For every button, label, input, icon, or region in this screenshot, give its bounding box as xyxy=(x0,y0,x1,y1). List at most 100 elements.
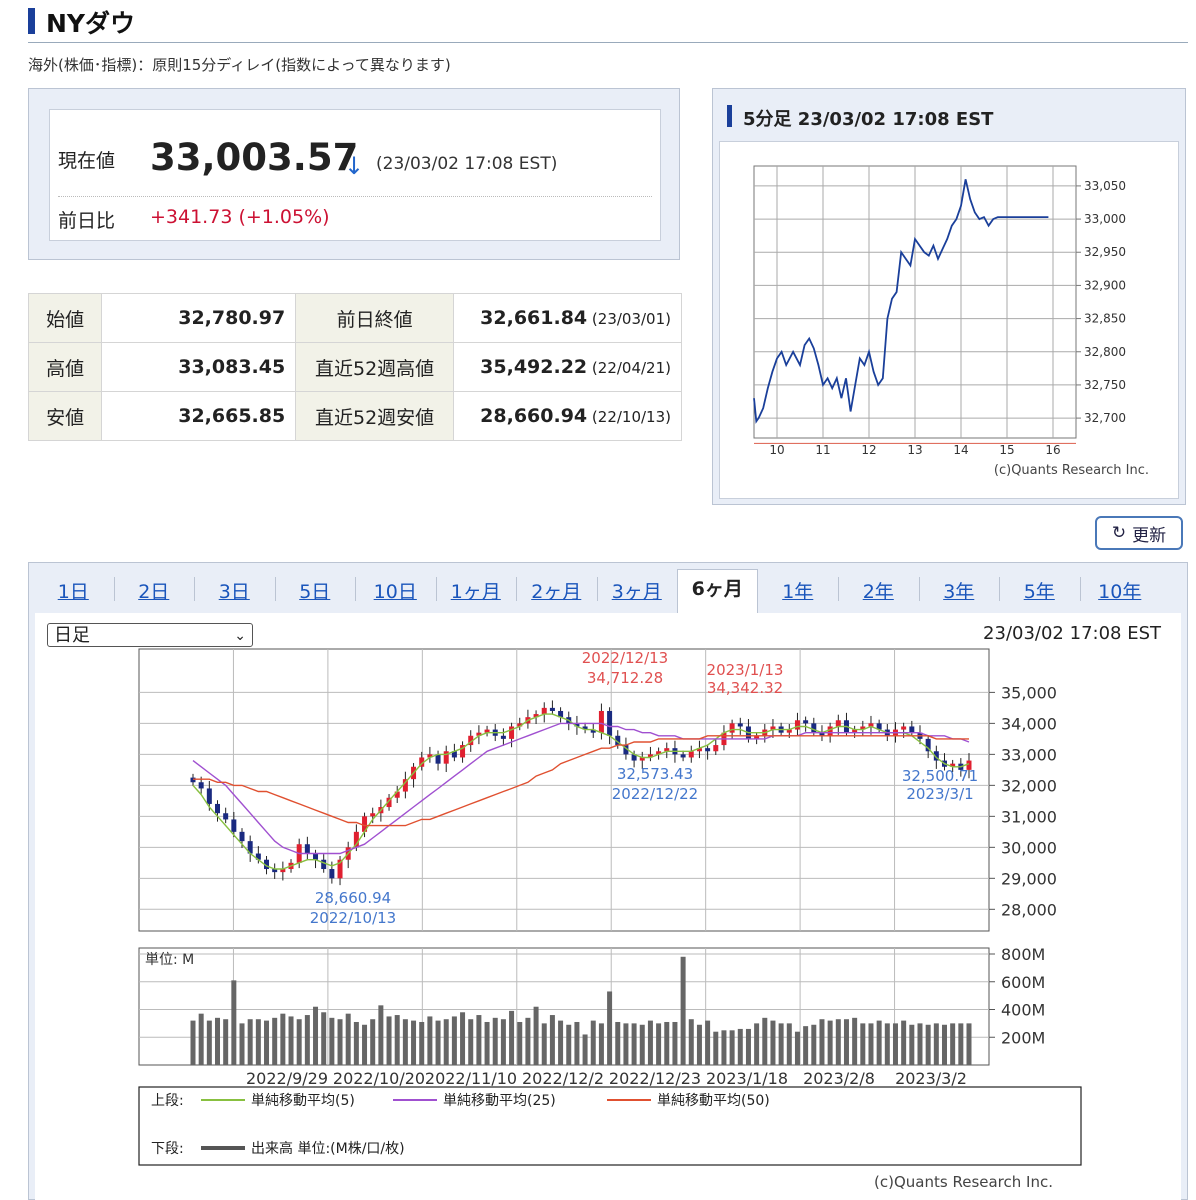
tab-0[interactable]: 1日 xyxy=(57,581,89,603)
tab-separator xyxy=(355,577,356,601)
stats-label: 直近52週安値 xyxy=(295,391,454,441)
tab-5[interactable]: 1ヶ月 xyxy=(450,581,501,603)
volume-bar xyxy=(615,1021,621,1065)
volume-bar xyxy=(843,1019,849,1065)
volume-bar xyxy=(835,1019,841,1065)
refresh-button[interactable]: ↻ 更新 xyxy=(1095,516,1183,550)
daily-candle-body xyxy=(549,707,555,711)
volume-bar xyxy=(419,1021,425,1065)
volume-bar xyxy=(492,1017,498,1065)
intraday-x-tick: 14 xyxy=(953,443,968,457)
intraday-y-tick: 32,850 xyxy=(1084,312,1126,326)
daily-y-tick: 29,000 xyxy=(1001,869,1057,888)
volume-bar xyxy=(402,1019,408,1065)
legend-upper-label: 上段: xyxy=(151,1093,184,1109)
stats-label: 前日終値 xyxy=(295,293,454,343)
daily-candle-body xyxy=(574,723,580,727)
tab-1[interactable]: 2日 xyxy=(138,581,170,603)
daily-y-tick: 30,000 xyxy=(1001,838,1057,857)
stats-value: 32,665.85 xyxy=(101,391,297,441)
volume-bar xyxy=(688,1019,694,1065)
volume-unit-label: 単位: M xyxy=(145,952,194,968)
volume-bar xyxy=(411,1020,417,1065)
volume-bar xyxy=(664,1021,670,1065)
tab-3[interactable]: 5日 xyxy=(299,581,331,603)
volume-bar xyxy=(198,1013,204,1065)
volume-bar xyxy=(786,1023,792,1065)
tab-7[interactable]: 3ヶ月 xyxy=(611,581,662,603)
stats-value: 32,661.84 (23/03/01) xyxy=(452,293,683,343)
refresh-label: 更新 xyxy=(1132,525,1167,546)
daily-candle-body xyxy=(786,729,792,733)
daily-candle-body xyxy=(909,726,915,733)
tab-11[interactable]: 3年 xyxy=(943,581,975,603)
divider xyxy=(58,196,652,197)
daily-candle-body xyxy=(631,754,637,761)
daily-y-tick: 33,000 xyxy=(1001,745,1057,764)
tab-8[interactable]: 6ヶ月 xyxy=(677,569,758,615)
volume-bar xyxy=(598,1023,604,1065)
volume-y-tick: 800M xyxy=(1001,945,1045,964)
tab-9[interactable]: 1年 xyxy=(782,581,814,603)
stats-date: (23/03/01) xyxy=(587,310,671,328)
volume-bar xyxy=(590,1020,596,1065)
daily-candle-body xyxy=(827,726,833,736)
tab-12[interactable]: 5年 xyxy=(1023,581,1055,603)
stats-value-text: 35,492.22 xyxy=(480,356,588,378)
tab-separator xyxy=(194,577,195,601)
stats-value: 33,083.45 xyxy=(101,342,297,392)
daily-chart-inner: 日足 ⌄ 23/03/02 17:08 EST 35,000 34,000 33,0… xyxy=(35,613,1181,1200)
daily-candle-body xyxy=(255,853,261,860)
daily-chart: 35,000 34,000 33,000 32,000 31,000 30,000 29,0… xyxy=(138,648,1082,1191)
volume-y-tick: 400M xyxy=(1001,1001,1045,1020)
legend-item: 単純移動平均(50) xyxy=(657,1093,770,1109)
daily-candle-body xyxy=(370,813,376,817)
daily-candle-body xyxy=(607,710,613,736)
tab-separator xyxy=(516,577,517,601)
daily-ma-line xyxy=(192,713,970,870)
tab-4[interactable]: 10日 xyxy=(373,581,417,603)
daily-y-tick: 28,000 xyxy=(1001,900,1057,919)
volume-bar xyxy=(925,1024,931,1065)
tab-2[interactable]: 3日 xyxy=(218,581,250,603)
tab-6[interactable]: 2ヶ月 xyxy=(531,581,582,603)
daily-candle-body xyxy=(215,803,221,814)
daily-plot-area xyxy=(138,648,990,932)
volume-y-tick: 200M xyxy=(1001,1028,1045,1047)
volume-bar xyxy=(525,1017,531,1065)
intraday-title-marker xyxy=(727,105,732,127)
daily-y-tick: 35,000 xyxy=(1001,683,1057,702)
intraday-x-tick: 10 xyxy=(769,443,784,457)
daily-candle-body xyxy=(901,726,907,730)
daily-candle-body xyxy=(860,726,866,730)
volume-bar xyxy=(803,1026,809,1065)
volume-bar xyxy=(762,1017,768,1065)
volume-bar xyxy=(770,1020,776,1065)
volume-bar xyxy=(794,1031,800,1065)
volume-bar xyxy=(541,1023,547,1065)
volume-bar xyxy=(901,1020,907,1065)
daily-x-label: 2023/3/2 xyxy=(895,1069,967,1088)
period-tabs: 1日 2日 3日 5日 10日 1ヶ月 2ヶ月 3ヶ月 6ヶ月 1年 2年 3年 5年 10年 xyxy=(28,562,1188,615)
intraday-y-tick: 32,800 xyxy=(1084,345,1126,359)
tab-separator xyxy=(999,577,1000,601)
legend-item: 単純移動平均(25) xyxy=(443,1093,556,1109)
stats-label: 安値 xyxy=(27,391,103,441)
volume-bar xyxy=(321,1012,327,1065)
intraday-y-tick: 32,950 xyxy=(1084,245,1126,259)
daily-candle-body xyxy=(729,723,735,733)
quote-panel: 現在値 33,003.57 ↓ (23/03/02 17:08 EST) 前日比… xyxy=(28,88,680,260)
interval-select[interactable]: 日足 ⌄ xyxy=(47,623,253,647)
daily-candle-body xyxy=(460,745,466,758)
daily-candle-body xyxy=(337,859,343,879)
volume-bar xyxy=(272,1017,278,1065)
daily-candle-body xyxy=(313,853,319,860)
daily-credit: (c)Quants Research Inc. xyxy=(874,1173,1053,1191)
daily-candle-body xyxy=(468,735,474,746)
daily-y-tick: 32,000 xyxy=(1001,776,1057,795)
volume-bar xyxy=(656,1023,662,1065)
stats-row: 高値 33,083.45 直近52週高値 35,492.22 (22/04/21) xyxy=(27,342,683,392)
daily-x-label: 2022/10/20 xyxy=(333,1069,425,1088)
tab-10[interactable]: 2年 xyxy=(862,581,894,603)
tab-13[interactable]: 10年 xyxy=(1098,581,1142,603)
